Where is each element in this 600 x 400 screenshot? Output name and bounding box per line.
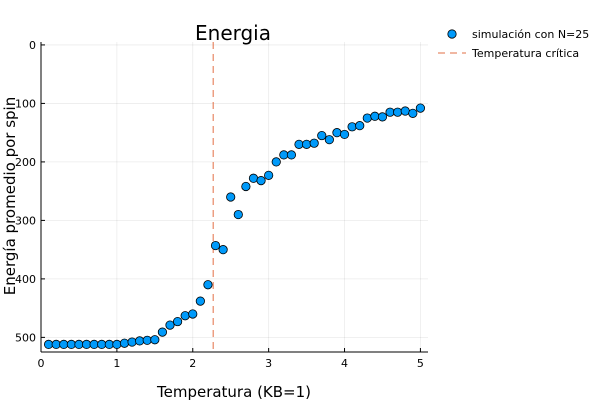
data-point (271, 157, 281, 167)
y-tick-label: 0 (29, 39, 36, 52)
data-points (43, 103, 426, 349)
y-axis-title: Energía promedio por spin (1, 97, 19, 295)
tick-labels: 0 1 2 3 4 5 0 100 200 300 400 500 (15, 39, 424, 370)
data-point (203, 280, 213, 290)
data-point (226, 192, 236, 202)
x-tick-label: 4 (341, 357, 348, 370)
x-tick-label: 2 (189, 357, 196, 370)
data-point (165, 320, 175, 330)
y-tick-label: 300 (15, 214, 36, 227)
legend-label-critical-temperature: Temperatura crítica (471, 47, 579, 60)
x-axis-title: Temperatura (KB=1) (156, 383, 311, 400)
data-point (332, 128, 342, 138)
data-point (172, 316, 183, 327)
data-point (43, 339, 54, 349)
data-point (377, 112, 388, 122)
data-point (195, 296, 205, 306)
data-point (127, 337, 137, 347)
data-point (119, 338, 130, 348)
data-point (248, 173, 259, 183)
legend-marker-simulation (447, 29, 457, 39)
data-point (104, 339, 114, 349)
data-point (309, 138, 319, 148)
data-point (81, 339, 92, 349)
data-point (294, 139, 304, 149)
data-point (286, 150, 297, 160)
data-point (150, 335, 160, 345)
data-point (400, 106, 410, 116)
chart-title: Energia (195, 21, 271, 45)
x-tick-label: 0 (38, 357, 45, 370)
data-point (347, 122, 357, 132)
data-point (97, 339, 107, 349)
data-point (51, 339, 61, 349)
data-point (59, 339, 69, 349)
y-tick-label: 200 (15, 156, 36, 169)
data-point (301, 139, 312, 149)
legend: simulación con N=25 Temperatura crítica (438, 28, 589, 60)
data-point (188, 309, 198, 319)
data-point (180, 311, 190, 321)
data-point (112, 339, 122, 349)
legend-label-simulation: simulación con N=25 (472, 28, 589, 41)
data-point (393, 107, 403, 117)
data-point (218, 245, 228, 255)
data-point (264, 170, 274, 180)
y-tick-label: 500 (15, 331, 36, 344)
x-tick-label: 3 (265, 357, 272, 370)
data-point (241, 181, 251, 192)
data-point (74, 339, 84, 349)
y-tick-label: 100 (15, 97, 36, 110)
data-point (279, 150, 289, 160)
x-tick-label: 1 (113, 357, 120, 370)
data-point (210, 240, 221, 251)
x-tick-label: 5 (417, 357, 424, 370)
data-point (362, 113, 372, 123)
data-point (66, 339, 76, 349)
data-point (157, 327, 168, 337)
data-point (233, 209, 243, 220)
y-tick-label: 400 (15, 273, 36, 286)
grid (40, 42, 428, 352)
data-point (339, 129, 350, 140)
data-point (385, 107, 395, 117)
data-point (324, 135, 334, 145)
data-point (408, 108, 418, 118)
data-point (370, 111, 380, 121)
data-point (89, 339, 99, 349)
axes (40, 42, 428, 353)
data-point (256, 176, 266, 186)
data-point (135, 336, 145, 346)
data-point (355, 121, 365, 131)
data-point (317, 130, 327, 141)
data-point (415, 103, 426, 113)
data-point (142, 335, 152, 345)
